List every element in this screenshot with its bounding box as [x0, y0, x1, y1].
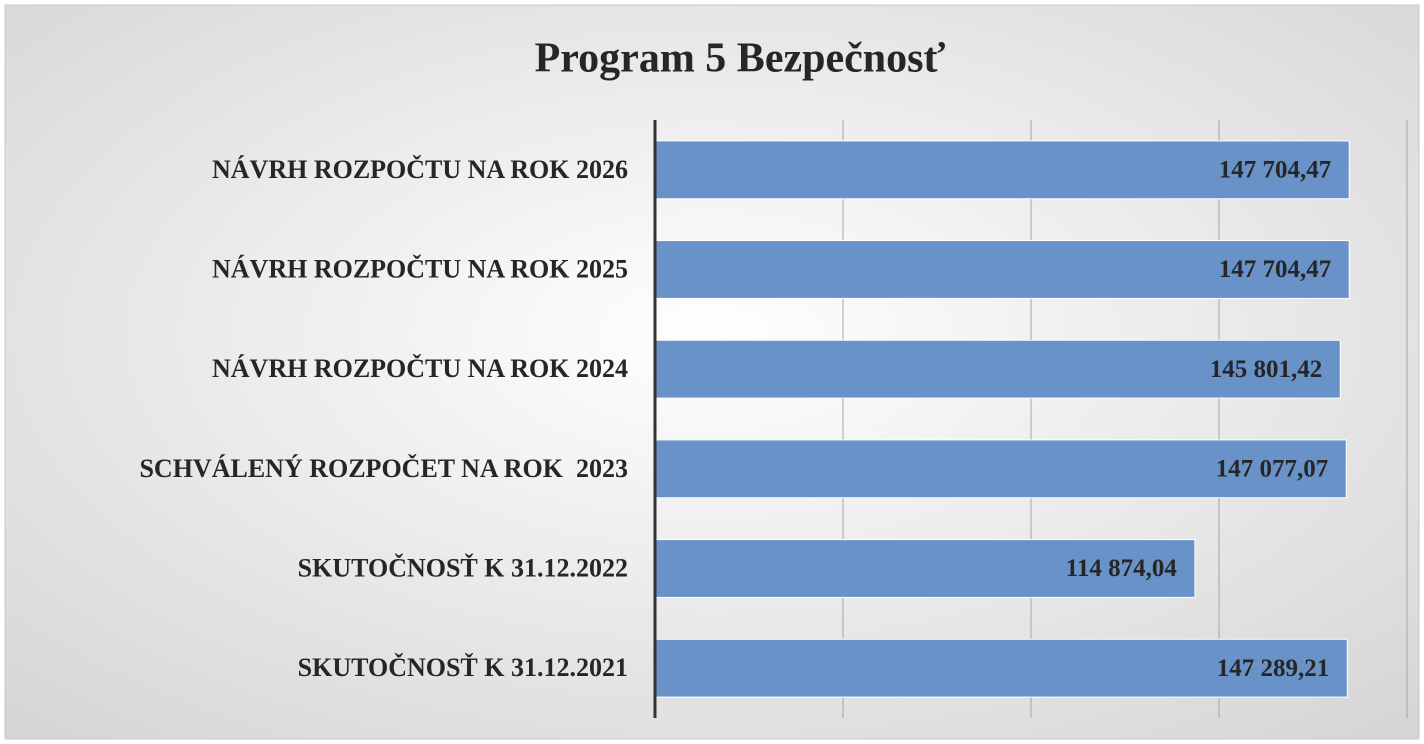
data-label: 147 077,07: [1216, 456, 1329, 483]
y-tick-label: SKUTOČNOSŤ K 31.12.2022: [298, 553, 628, 582]
y-tick-label: NÁVRH ROZPOČTU NA ROK 2024: [212, 354, 628, 383]
y-tick-label: SCHVÁLENÝ ROZPOČET NA ROK 2023: [139, 454, 628, 483]
bar: [654, 638, 1348, 698]
data-label: 145 801,42: [1210, 356, 1323, 383]
y-tick-label: SKUTOČNOSŤ K 31.12.2021: [298, 653, 628, 682]
data-label: 147 704,47: [1219, 256, 1332, 283]
data-label: 147 704,47: [1219, 157, 1332, 184]
data-label: 147 289,21: [1217, 655, 1330, 682]
bar: [654, 539, 1196, 598]
y-tick-label: NÁVRH ROZPOČTU NA ROK 2026: [212, 155, 628, 184]
bar: [654, 439, 1347, 499]
data-label: 114 874,04: [1066, 555, 1178, 582]
y-tick-label: NÁVRH ROZPOČTU NA ROK 2025: [212, 254, 628, 283]
bar: [654, 240, 1350, 299]
chart-title: Program 5 Bezpečnosť: [535, 36, 946, 82]
bar: [654, 339, 1341, 399]
